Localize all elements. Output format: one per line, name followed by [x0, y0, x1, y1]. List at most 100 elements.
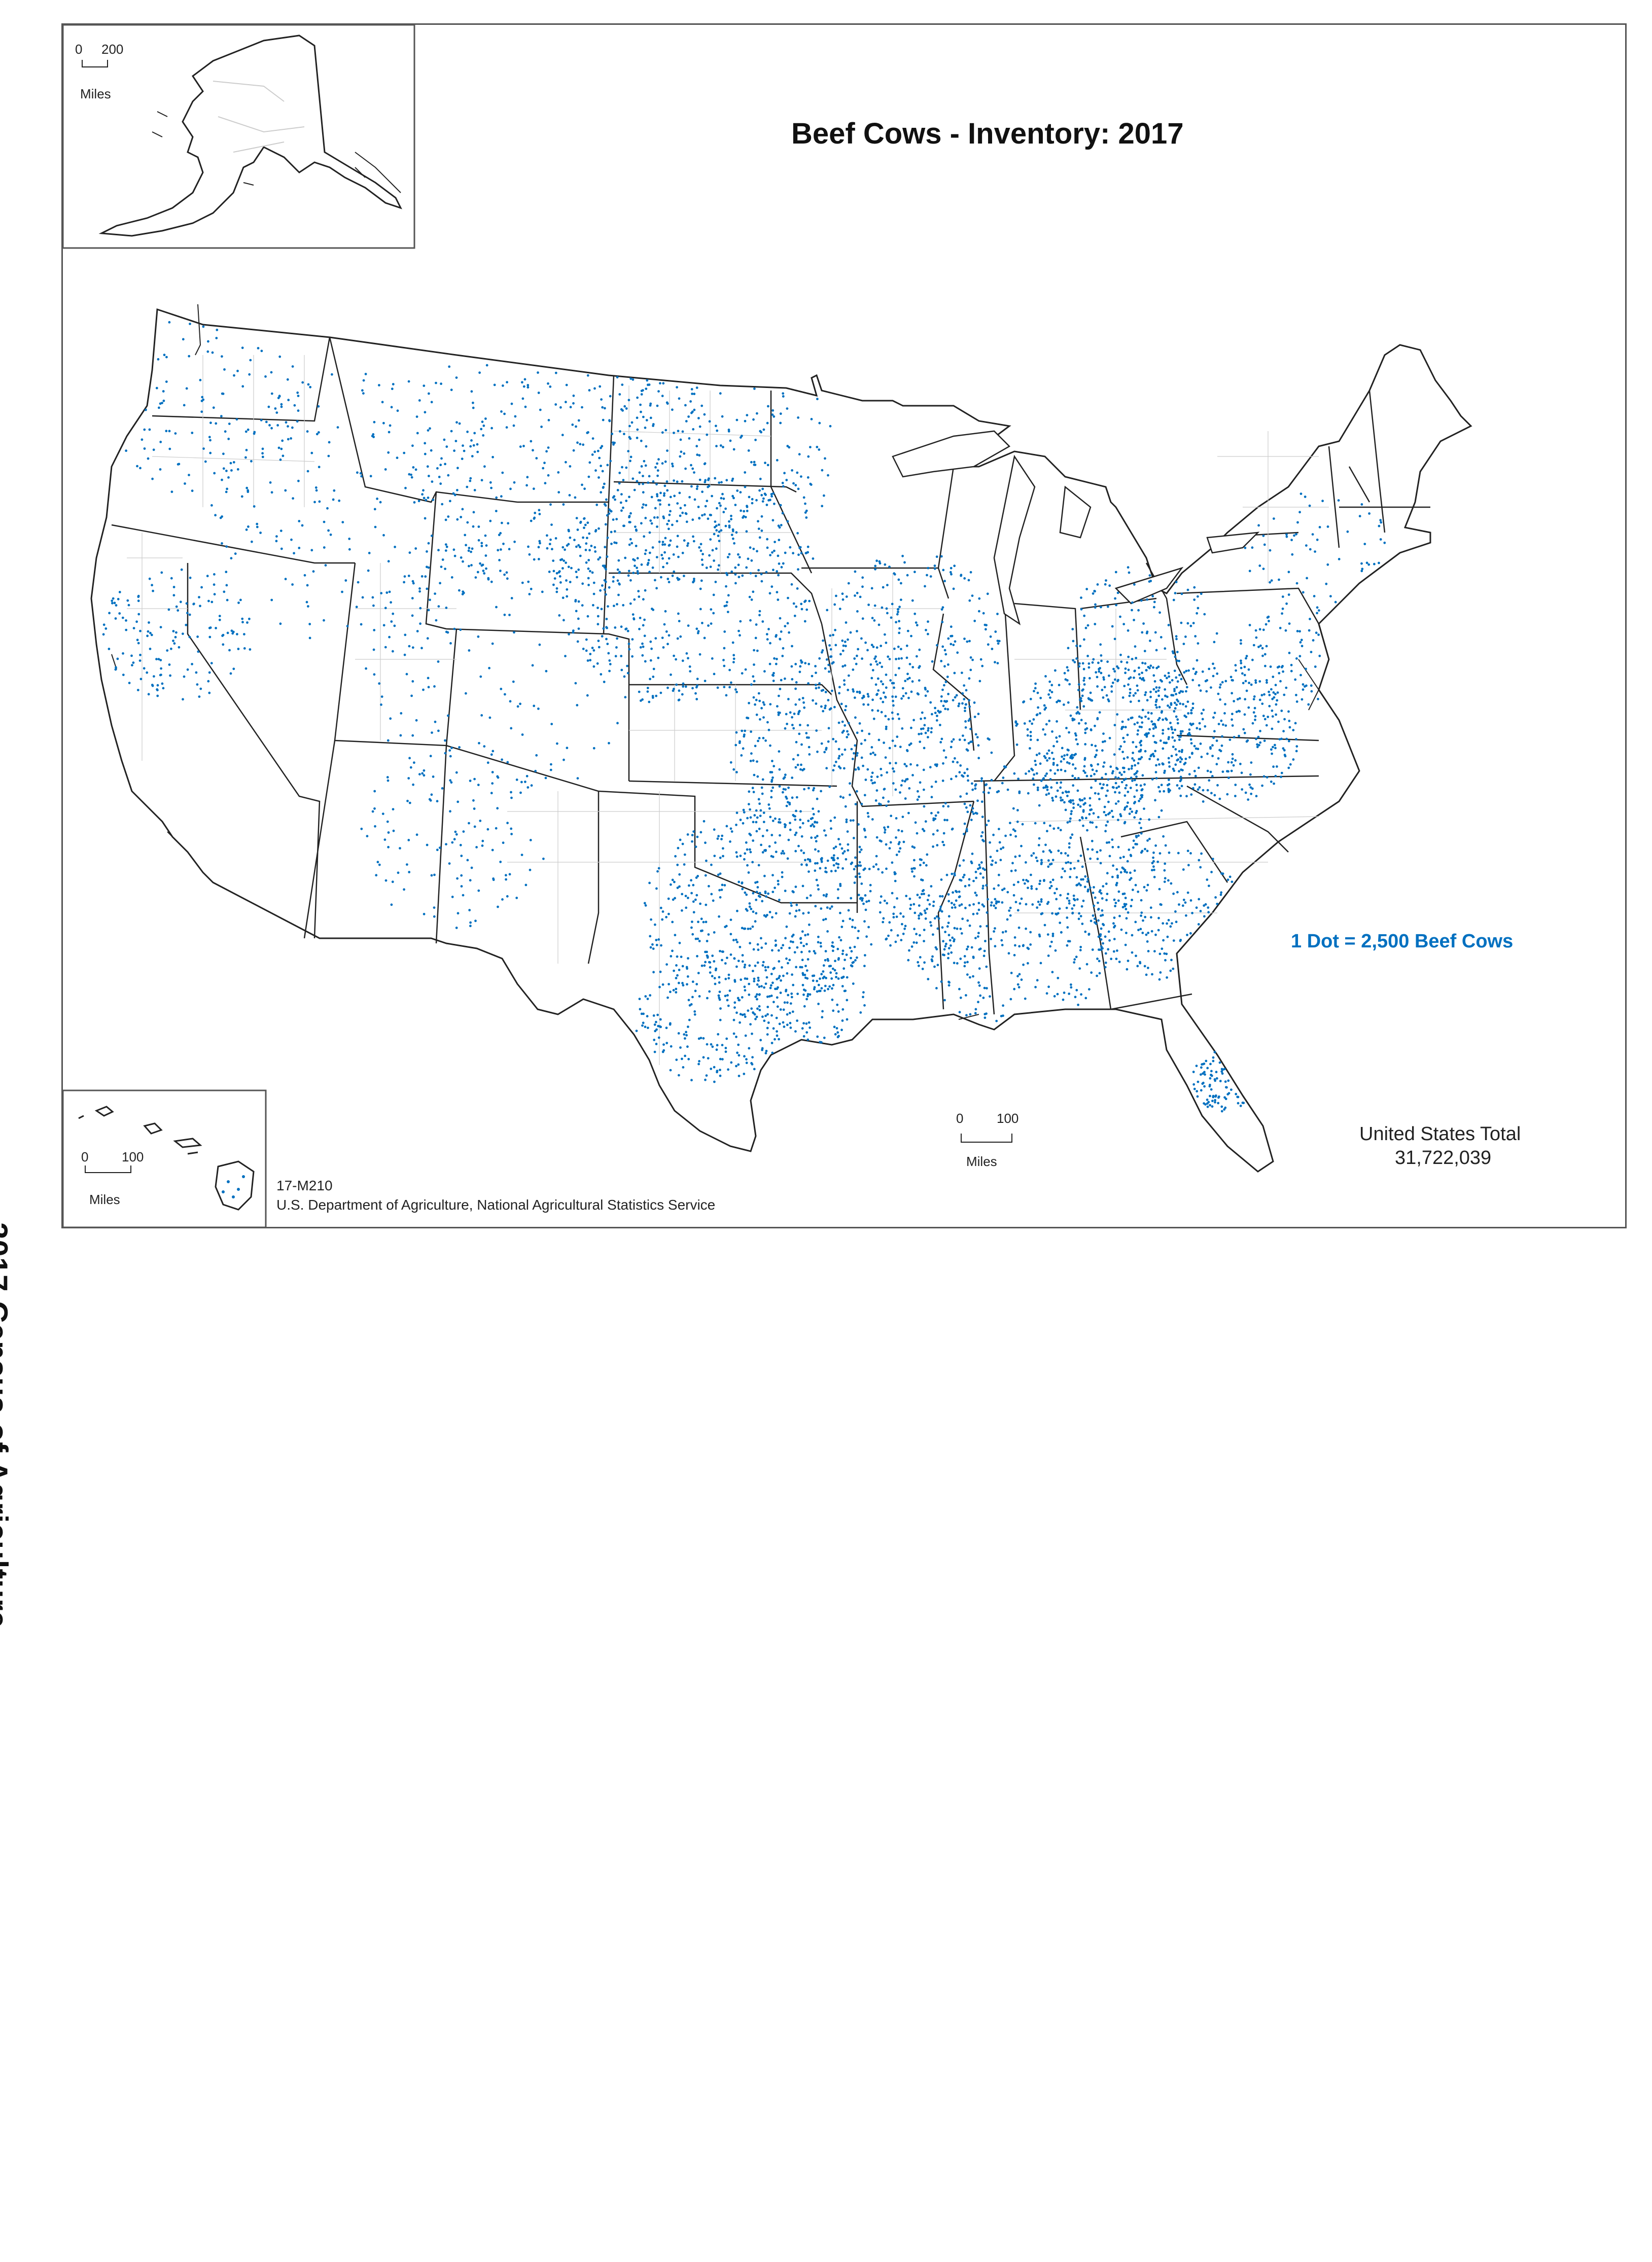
beef-cow-dot	[654, 637, 657, 640]
beef-cow-dot	[810, 418, 813, 420]
beef-cow-dot	[1017, 926, 1021, 929]
beef-cow-dot	[620, 408, 623, 411]
beef-cow-dot	[514, 415, 517, 418]
beef-cow-dot	[750, 461, 753, 464]
beef-cow-dot	[683, 575, 685, 577]
beef-cow-dot	[838, 608, 841, 610]
beef-cow-dot	[1088, 988, 1091, 991]
beef-cow-dot	[770, 834, 774, 836]
beef-cow-dot	[1160, 784, 1163, 787]
beef-cow-dot	[596, 662, 599, 665]
beef-cow-dot	[739, 634, 741, 637]
beef-cow-dot	[550, 523, 553, 526]
beef-cow-dot	[588, 532, 591, 535]
beef-cow-dot	[336, 426, 339, 429]
beef-cow-dot	[667, 504, 671, 506]
beef-cow-dot	[652, 676, 655, 678]
beef-cow-dot	[1076, 789, 1079, 792]
beef-cow-dot	[1173, 701, 1176, 704]
beef-cow-dot	[1077, 917, 1080, 921]
beef-cow-dot	[228, 422, 231, 425]
beef-cow-dot	[1165, 717, 1167, 720]
beef-cow-dot	[1050, 684, 1053, 687]
beef-cow-dot	[1053, 995, 1056, 998]
beef-cow-dot	[771, 409, 775, 412]
beef-cow-dot	[681, 693, 684, 696]
beef-cow-dot	[1066, 821, 1069, 824]
beef-cow-dot	[1121, 906, 1124, 909]
beef-cow-dot	[672, 465, 674, 468]
beef-cow-dot	[770, 780, 773, 783]
beef-cow-dot	[456, 518, 459, 521]
beef-cow-dot	[800, 475, 802, 478]
beef-cow-dot	[1050, 862, 1053, 865]
beef-cow-dot	[1051, 971, 1054, 974]
beef-cow-dot	[1143, 783, 1146, 786]
beef-cow-dot	[725, 585, 727, 588]
beef-cow-dot	[753, 649, 755, 652]
beef-cow-dot	[592, 747, 595, 750]
beef-cow-dot	[477, 889, 480, 892]
beef-cow-dot	[548, 543, 551, 546]
beef-cow-dot	[687, 657, 689, 660]
beef-cow-dot	[739, 740, 741, 743]
beef-cow-dot	[1115, 787, 1118, 789]
beef-cow-dot	[875, 559, 878, 562]
beef-cow-dot	[376, 861, 379, 864]
beef-cow-dot	[1086, 877, 1089, 880]
beef-cow-dot	[449, 810, 451, 813]
beef-cow-dot	[719, 856, 722, 859]
beef-cow-dot	[639, 646, 642, 649]
beef-cow-dot	[424, 517, 427, 520]
beef-cow-dot	[1165, 952, 1168, 956]
beef-cow-dot	[816, 990, 819, 993]
beef-cow-dot	[720, 889, 723, 891]
beef-cow-dot	[816, 884, 819, 887]
beef-cow-dot	[1177, 852, 1180, 855]
beef-cow-dot	[642, 415, 645, 418]
beef-cow-dot	[1106, 841, 1108, 844]
beef-cow-dot	[970, 819, 973, 821]
beef-cow-dot	[644, 517, 647, 519]
beef-cow-dot	[664, 537, 667, 540]
beef-cow-dot	[885, 642, 888, 644]
beef-cow-dot	[1150, 930, 1153, 933]
beef-cow-dot	[112, 597, 115, 600]
beef-cow-dot	[731, 529, 734, 533]
beef-cow-dot	[1035, 888, 1038, 891]
beef-cow-dot	[378, 384, 380, 386]
beef-cow-dot	[722, 446, 724, 448]
beef-cow-dot	[795, 809, 797, 812]
beef-cow-dot	[794, 886, 797, 888]
beef-cow-dot	[816, 835, 819, 837]
beef-cow-dot	[1126, 733, 1129, 736]
beef-cow-dot	[894, 745, 897, 748]
beef-cow-dot	[704, 479, 707, 482]
beef-cow-dot	[935, 987, 938, 989]
beef-cow-dot	[635, 545, 638, 547]
beef-cow-dot	[756, 550, 758, 553]
beef-cow-dot	[691, 840, 693, 843]
beef-cow-dot	[1144, 847, 1146, 851]
beef-cow-dot	[658, 540, 661, 543]
beef-cow-dot	[513, 631, 515, 634]
beef-cow-dot	[981, 903, 984, 906]
beef-cow-dot	[1243, 731, 1246, 734]
beef-cow-dot	[1046, 788, 1049, 791]
beef-cow-dot	[519, 702, 521, 705]
beef-cow-dot	[547, 419, 550, 421]
beef-cow-dot	[626, 629, 629, 632]
beef-cow-dot	[794, 484, 797, 487]
beef-cow-dot	[139, 467, 142, 470]
beef-cow-dot	[762, 428, 765, 431]
beef-cow-dot	[672, 989, 675, 992]
beef-cow-dot	[999, 859, 1002, 862]
beef-cow-dot	[1055, 736, 1058, 739]
beef-cow-dot	[547, 382, 549, 385]
beef-cow-dot	[693, 578, 695, 580]
beef-cow-dot	[1106, 872, 1109, 875]
beef-cow-dot	[1084, 997, 1087, 1000]
beef-cow-dot	[842, 729, 845, 732]
beef-cow-dot	[222, 467, 225, 470]
beef-cow-dot	[1128, 812, 1131, 815]
